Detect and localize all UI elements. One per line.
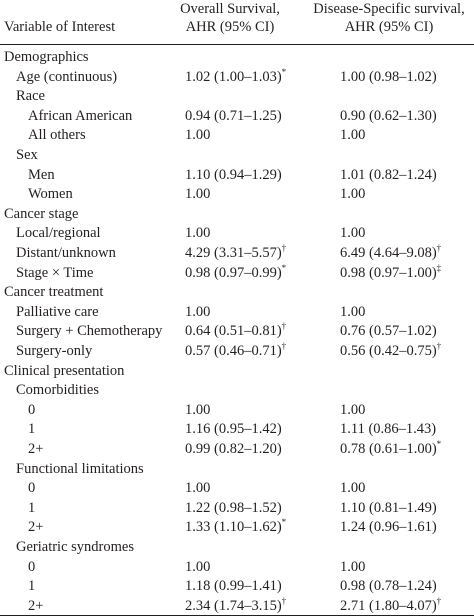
row-label: Race — [16, 88, 45, 105]
row-label: Cancer treatment — [4, 284, 104, 301]
value-cell: 1.16 (0.95–1.42) — [185, 421, 282, 438]
row-label: African American — [28, 107, 133, 124]
row-label: Clinical presentation — [4, 362, 125, 379]
row-label: Women — [28, 186, 73, 203]
value-cell: 1.11 (0.86–1.43) — [340, 421, 437, 438]
header-cell: Disease-Specific survival, — [313, 1, 465, 17]
value-cell: 1.02 (1.00–1.03)* — [185, 66, 287, 85]
value-cell: 1.00 — [185, 225, 211, 242]
value-cell: 1.00 — [185, 558, 211, 575]
value-cell: 0.90 (0.62–1.30) — [340, 107, 437, 124]
value-cell: 0.98 (0.97–1.00)‡ — [340, 262, 442, 281]
value-cell: 2.71 (1.80–4.07)† — [340, 595, 442, 614]
value-cell: 1.00 — [185, 303, 211, 320]
row-label: Palliative care — [16, 303, 99, 320]
value-cell: 1.00 — [185, 186, 211, 203]
row-label: 1 — [28, 499, 36, 516]
row-label: 1 — [28, 421, 36, 438]
row-label: Demographics — [4, 49, 89, 65]
header-cell: Overall Survival, — [180, 1, 280, 17]
header-cell: Variable of Interest — [4, 19, 116, 35]
row-label: 1 — [28, 578, 36, 595]
row-label: 0 — [28, 558, 36, 575]
row-label: All others — [28, 127, 86, 144]
value-cell: 1.00 — [340, 558, 366, 575]
header-cell: AHR (95% CI) — [185, 19, 275, 35]
row-label: Sex — [16, 147, 38, 163]
row-label: Distant/unknown — [16, 245, 116, 261]
value-cell: 1.00 — [185, 127, 211, 144]
value-cell: 0.57 (0.46–0.71)† — [185, 341, 287, 360]
value-cell: 0.56 (0.42–0.75)† — [340, 341, 442, 360]
value-cell: 1.33 (1.10–1.62)* — [185, 517, 287, 536]
row-label: Geriatric syndromes — [16, 539, 134, 555]
value-cell: 0.98 (0.97–0.99)* — [185, 262, 287, 281]
header-rule — [0, 44, 474, 45]
value-cell: 1.00 — [340, 127, 366, 144]
value-cell: 0.98 (0.78–1.24) — [340, 578, 437, 595]
row-label: 2+ — [28, 441, 44, 457]
value-cell: 6.49 (4.64–9.08)† — [340, 243, 442, 262]
value-cell: 1.00 — [185, 401, 211, 418]
value-cell: 1.00 (0.98–1.02) — [340, 68, 437, 85]
row-label: 0 — [28, 401, 36, 418]
row-label: Local/regional — [16, 225, 101, 242]
row-label: Surgery + Chemotherapy — [16, 323, 163, 340]
value-cell: 1.00 — [340, 401, 366, 418]
row-label: 2+ — [28, 519, 44, 536]
row-label: Age (continuous) — [16, 68, 118, 85]
row-label: Men — [28, 166, 55, 183]
value-cell: 1.24 (0.96–1.61) — [340, 519, 437, 536]
row-label: Functional limitations — [16, 460, 144, 477]
value-cell: 1.10 (0.81–1.49) — [340, 499, 437, 516]
value-cell: 0.99 (0.82–1.20) — [185, 441, 282, 457]
value-cell: 1.10 (0.94–1.29) — [185, 166, 282, 183]
value-cell: 1.01 (0.82–1.24) — [340, 166, 437, 183]
row-label: Comorbidities — [16, 382, 99, 399]
row-label: 2+ — [28, 597, 44, 614]
row-label: Stage × Time — [16, 264, 94, 281]
value-cell: 0.94 (0.71–1.25) — [185, 107, 282, 124]
value-cell: 1.00 — [185, 480, 211, 497]
row-label: 0 — [28, 480, 36, 497]
header-cell: AHR (95% CI) — [344, 19, 434, 35]
row-label: Cancer stage — [4, 205, 79, 222]
value-cell: 1.00 — [340, 225, 366, 242]
value-cell: 1.00 — [340, 303, 366, 320]
row-label: Surgery-only — [16, 343, 93, 359]
value-cell: 2.34 (1.74–3.15)† — [185, 595, 287, 614]
value-cell: 0.76 (0.57–1.02) — [340, 323, 437, 340]
value-cell: 0.64 (0.51–0.81)† — [185, 321, 287, 340]
value-cell: 1.00 — [340, 480, 366, 497]
value-cell: 0.78 (0.61–1.00)* — [340, 439, 442, 458]
value-cell: 1.00 — [340, 186, 366, 203]
value-cell: 4.29 (3.31–5.57)† — [185, 243, 287, 262]
value-cell: 1.18 (0.99–1.41) — [185, 578, 282, 595]
value-cell: 1.22 (0.98–1.52) — [185, 499, 282, 516]
